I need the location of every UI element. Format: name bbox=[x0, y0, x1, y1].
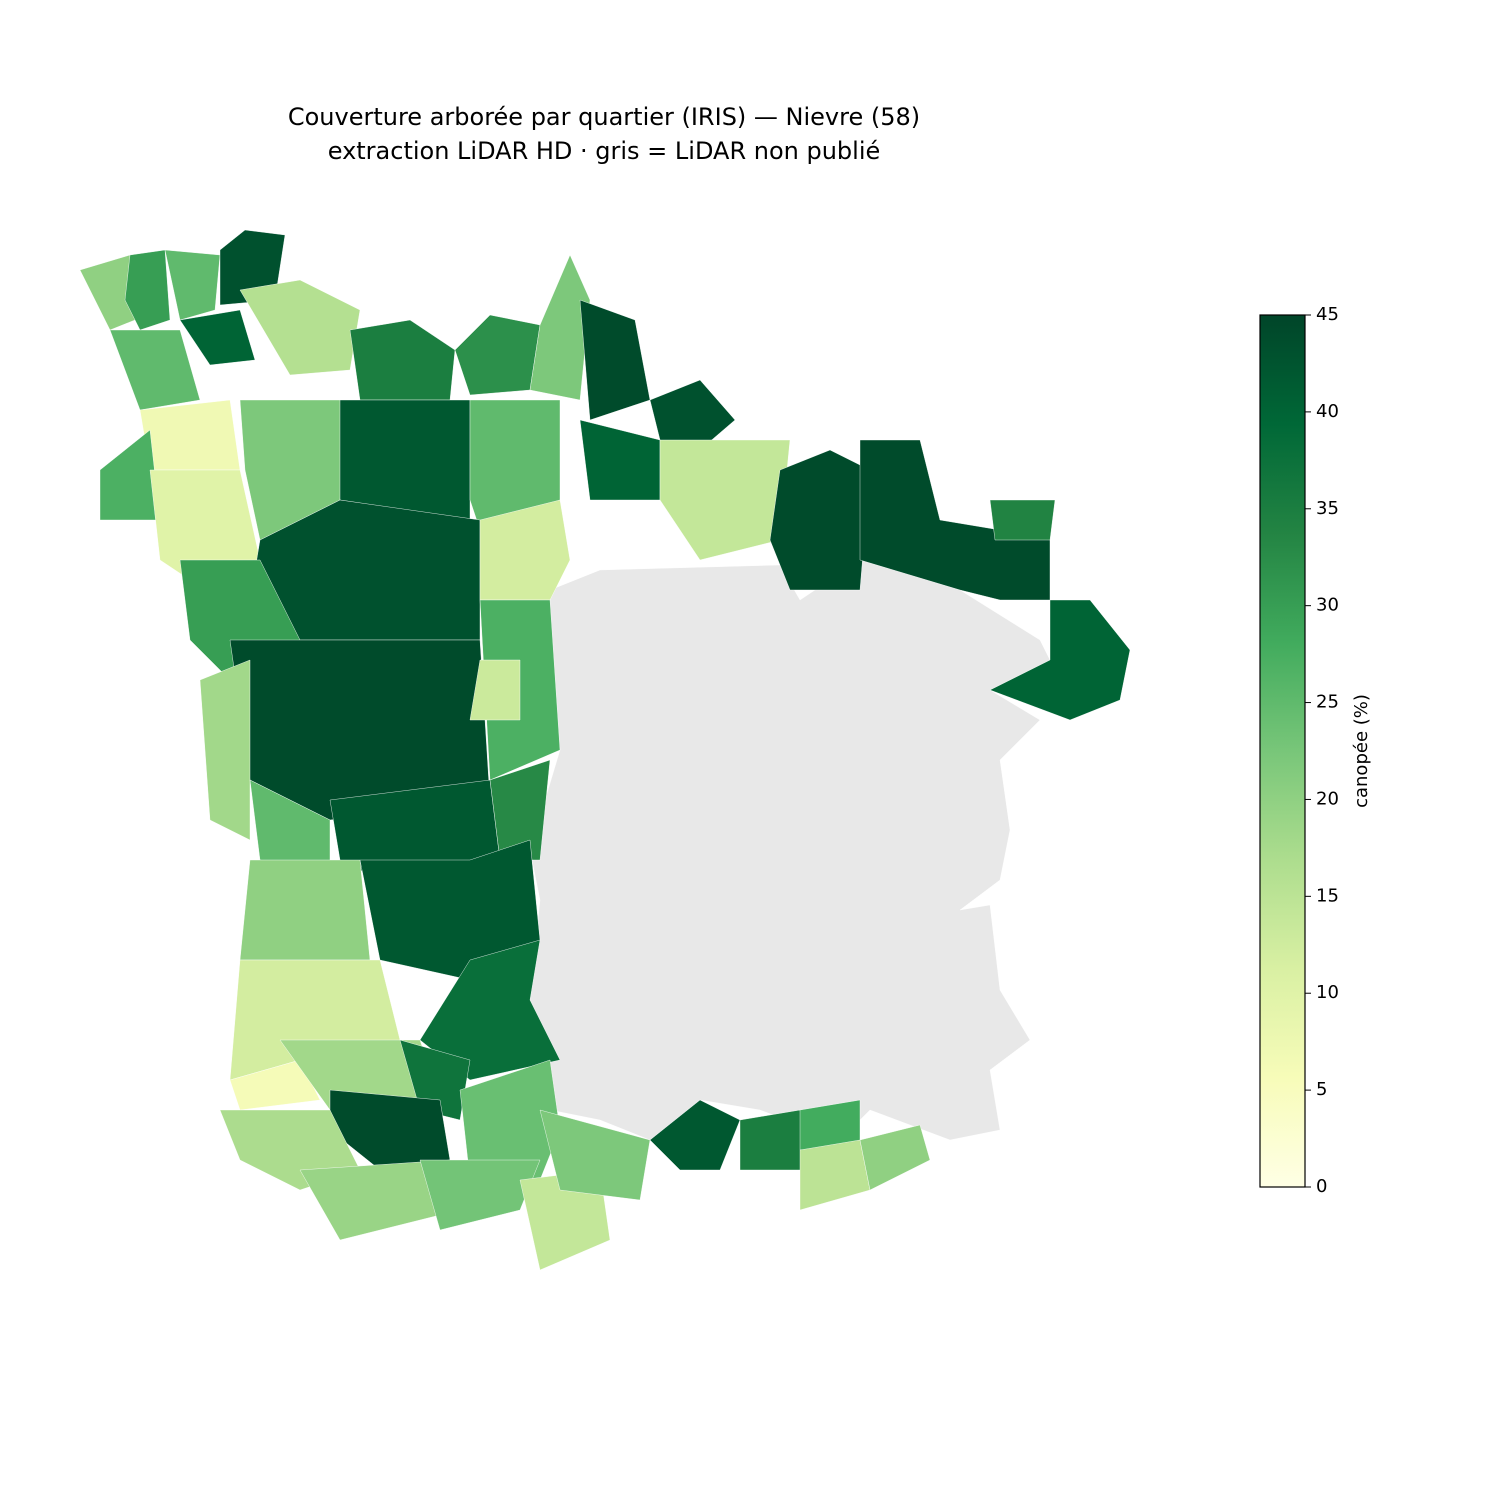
no-data-area bbox=[529, 559, 1051, 1141]
map-title: Couverture arborée par quartier (IRIS) —… bbox=[288, 103, 920, 131]
iris-region bbox=[769, 449, 871, 591]
iris-region bbox=[539, 1109, 651, 1201]
iris-region bbox=[139, 399, 241, 471]
iris-region bbox=[124, 249, 171, 331]
map-subtitle: extraction LiDAR HD · gris = LiDAR non p… bbox=[328, 137, 881, 165]
iris-region bbox=[419, 1159, 541, 1231]
colorbar-tick-label: 30 bbox=[1316, 595, 1339, 616]
iris-region bbox=[739, 1109, 811, 1171]
colorbar-tick-label: 5 bbox=[1316, 1079, 1327, 1100]
iris-region bbox=[649, 379, 736, 451]
iris-region bbox=[339, 399, 471, 521]
iris-region bbox=[649, 1099, 741, 1171]
iris-region bbox=[659, 439, 791, 561]
colorbar-tick-label: 35 bbox=[1316, 498, 1339, 519]
iris-region bbox=[859, 1124, 931, 1191]
iris-region bbox=[239, 859, 371, 961]
iris-region bbox=[199, 659, 251, 841]
iris-region bbox=[479, 499, 571, 601]
colorbar-tick-label: 45 bbox=[1316, 304, 1339, 325]
colorbar-tick-label: 15 bbox=[1316, 885, 1339, 906]
regions bbox=[79, 229, 1131, 1271]
iris-region bbox=[179, 309, 256, 366]
colorbar-tick-label: 10 bbox=[1316, 982, 1339, 1003]
iris-region bbox=[164, 249, 221, 321]
colorbar: 0 5 10 15 20 25 30 35 40 45 bbox=[1259, 304, 1339, 1197]
iris-region bbox=[229, 1059, 321, 1111]
colorbar-fill bbox=[1259, 314, 1306, 1188]
iris-region bbox=[859, 439, 1051, 601]
iris-region bbox=[469, 659, 521, 721]
iris-region bbox=[989, 599, 1131, 721]
iris-region bbox=[109, 329, 201, 411]
colorbar-tick-label: 40 bbox=[1316, 401, 1339, 422]
iris-region bbox=[489, 759, 551, 861]
colorbar-label: canopée (%) bbox=[1351, 694, 1372, 808]
iris-region bbox=[349, 319, 456, 401]
iris-region bbox=[989, 499, 1056, 541]
colorbar-tick-label: 20 bbox=[1316, 788, 1339, 809]
colorbar-tick-label: 25 bbox=[1316, 692, 1339, 713]
colorbar-tick-label: 0 bbox=[1316, 1176, 1327, 1197]
